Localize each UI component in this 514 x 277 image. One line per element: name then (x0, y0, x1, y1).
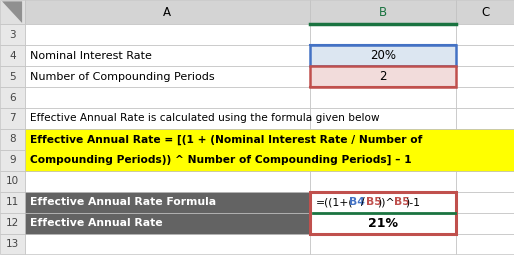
Text: B4: B4 (350, 197, 365, 207)
Bar (456, 66, 514, 87)
Bar (456, 234, 514, 255)
Bar (456, 24, 514, 45)
Bar (0, 87, 25, 108)
Bar (0, 45, 25, 66)
Text: Effective Annual Rate: Effective Annual Rate (30, 218, 162, 228)
Bar (456, 192, 514, 213)
Bar (25, 24, 310, 45)
Text: =((1+(: =((1+( (316, 197, 354, 207)
Text: )-1: )-1 (406, 197, 420, 207)
Bar (0, 108, 25, 129)
Bar (0, 66, 25, 87)
Bar (310, 192, 456, 234)
Bar (25, 150, 310, 171)
Text: Effective Annual Rate Formula: Effective Annual Rate Formula (30, 197, 216, 207)
Text: 20%: 20% (370, 49, 396, 62)
Bar (0, 150, 25, 171)
Text: B5: B5 (394, 197, 410, 207)
Polygon shape (2, 1, 22, 23)
Text: Effective Annual Rate = [(1 + (Nominal Interest Rate / Number of: Effective Annual Rate = [(1 + (Nominal I… (30, 134, 422, 145)
Text: /: / (361, 197, 364, 207)
Text: 5: 5 (9, 72, 15, 82)
Bar (0, 0, 25, 24)
Bar (0, 24, 25, 45)
Bar (310, 66, 456, 87)
Bar (25, 66, 310, 87)
Bar (456, 0, 514, 24)
Bar (0, 129, 25, 150)
Text: 2: 2 (379, 70, 387, 83)
Bar (25, 129, 514, 171)
Bar (25, 213, 310, 234)
Bar (0, 213, 25, 234)
Bar (310, 66, 456, 87)
Bar (310, 234, 456, 255)
Bar (25, 129, 310, 150)
Bar (310, 150, 456, 171)
Bar (456, 171, 514, 192)
Text: 9: 9 (9, 155, 15, 165)
Bar (310, 45, 456, 66)
Text: Effective Annual Rate is calculated using the formula given below: Effective Annual Rate is calculated usin… (30, 114, 379, 124)
Text: Compounding Periods)) ^ Number of Compounding Periods] – 1: Compounding Periods)) ^ Number of Compou… (30, 155, 411, 165)
Bar (310, 87, 456, 108)
Text: A: A (163, 6, 171, 19)
Text: 13: 13 (6, 239, 19, 249)
Text: ))^: ))^ (378, 197, 395, 207)
Bar (310, 0, 456, 24)
Bar (456, 87, 514, 108)
Text: B: B (379, 6, 387, 19)
Bar (310, 192, 456, 213)
Text: 21%: 21% (368, 217, 398, 230)
Bar (25, 192, 310, 213)
Bar (456, 213, 514, 234)
Bar (0, 192, 25, 213)
Bar (310, 213, 456, 234)
Bar (310, 129, 456, 150)
Text: 3: 3 (9, 30, 15, 40)
Text: 7: 7 (9, 114, 15, 124)
Bar (25, 192, 310, 213)
Bar (0, 234, 25, 255)
Bar (0, 171, 25, 192)
Bar (25, 0, 310, 24)
Text: 4: 4 (9, 51, 15, 61)
Bar (310, 213, 456, 234)
Bar (310, 24, 456, 45)
Text: Nominal Interest Rate: Nominal Interest Rate (30, 51, 152, 61)
Text: Number of Compounding Periods: Number of Compounding Periods (30, 72, 214, 82)
Bar (25, 108, 310, 129)
Text: 10: 10 (6, 176, 19, 186)
Bar (310, 192, 456, 213)
Text: B5: B5 (366, 197, 382, 207)
Bar (310, 108, 456, 129)
Bar (456, 108, 514, 129)
Bar (25, 234, 310, 255)
Bar (456, 150, 514, 171)
Text: 12: 12 (6, 218, 19, 228)
Text: C: C (481, 6, 489, 19)
Bar (25, 87, 310, 108)
Bar (25, 45, 310, 66)
Text: 8: 8 (9, 134, 15, 144)
Bar (310, 45, 456, 66)
Text: 11: 11 (6, 197, 19, 207)
Text: 6: 6 (9, 93, 15, 102)
Bar (456, 129, 514, 150)
Bar (456, 45, 514, 66)
Bar (25, 171, 310, 192)
Bar (25, 213, 310, 234)
Bar (310, 171, 456, 192)
